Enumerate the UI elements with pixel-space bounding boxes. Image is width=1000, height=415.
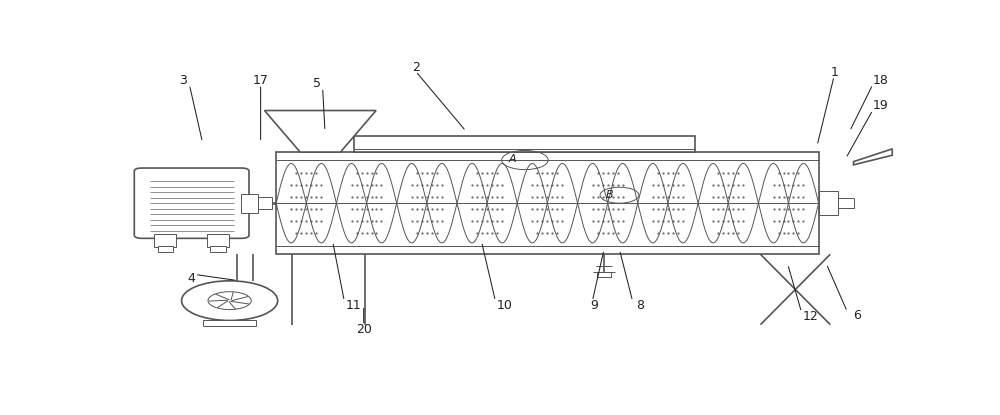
Ellipse shape [647, 164, 689, 243]
Circle shape [182, 281, 278, 320]
Bar [158, 246, 173, 252]
Text: 11: 11 [346, 299, 362, 312]
Ellipse shape [406, 164, 448, 243]
Ellipse shape [586, 164, 629, 243]
Bar [210, 246, 226, 252]
Text: 20: 20 [356, 323, 372, 336]
Text: 17: 17 [253, 73, 269, 87]
Text: 9: 9 [590, 299, 598, 312]
Text: 6: 6 [853, 308, 861, 322]
Text: 3: 3 [179, 73, 187, 87]
Text: 1: 1 [830, 66, 838, 79]
Text: B: B [606, 190, 613, 200]
Polygon shape [264, 110, 376, 152]
Circle shape [208, 292, 251, 310]
Bar [203, 320, 256, 326]
Bar [276, 152, 819, 254]
Text: 18: 18 [873, 73, 889, 87]
Bar [819, 191, 838, 215]
Ellipse shape [526, 164, 569, 243]
Text: 2: 2 [412, 61, 420, 74]
FancyBboxPatch shape [134, 168, 249, 238]
Text: 10: 10 [497, 299, 513, 312]
Ellipse shape [767, 164, 810, 243]
Bar [154, 234, 176, 247]
Bar [838, 198, 854, 208]
Text: 4: 4 [187, 272, 195, 285]
Ellipse shape [466, 164, 508, 243]
Text: A: A [509, 154, 516, 164]
Text: 8: 8 [636, 299, 644, 312]
Bar [597, 271, 611, 277]
Text: 5: 5 [313, 77, 321, 90]
Ellipse shape [707, 164, 749, 243]
Text: 19: 19 [873, 99, 889, 112]
Bar [354, 136, 695, 152]
Bar [258, 198, 272, 209]
Polygon shape [854, 149, 892, 165]
Ellipse shape [285, 164, 327, 243]
Bar [241, 193, 258, 213]
Text: 12: 12 [803, 310, 819, 323]
Ellipse shape [345, 164, 388, 243]
Bar [207, 234, 229, 247]
